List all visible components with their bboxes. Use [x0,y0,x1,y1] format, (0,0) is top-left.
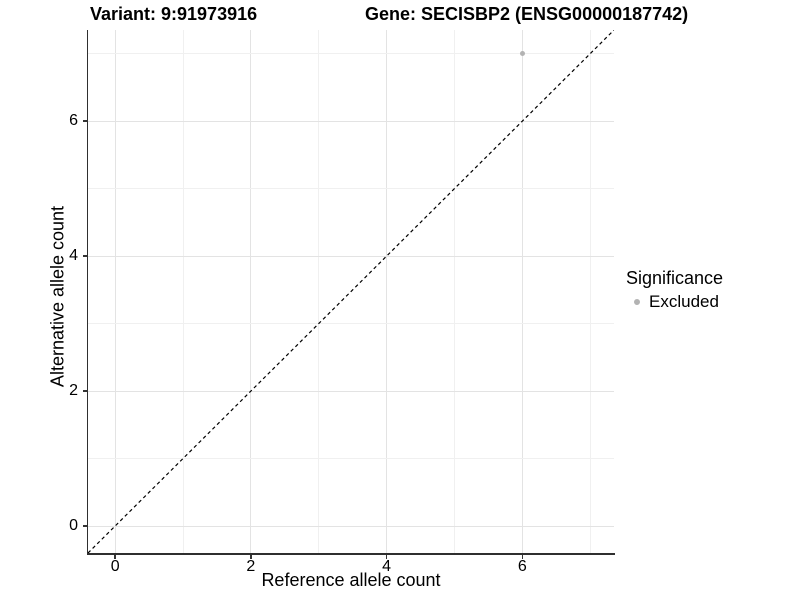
minor-gridline-x-5 [454,30,455,553]
minor-gridline-y-7 [88,53,614,55]
minor-gridline-x-7 [589,30,591,553]
major-gridline-y-2 [88,390,614,392]
x-axis-title: Reference allele count [261,570,441,590]
x-tick-label-6: 6 [517,558,527,575]
x-tick-label-4: 4 [382,558,392,575]
legend-title: Significance [626,268,724,288]
y-tick-label-4: 4 [69,247,78,265]
gene-title: Gene: SECISBP2 (ENSG00000187742) [365,4,689,24]
legend-entry-excluded: Excluded [626,292,798,311]
minor-gridline-y-3 [88,323,614,325]
y-axis-line [86,30,88,555]
major-gridline-x-2 [250,30,252,553]
major-gridline-x-0 [114,30,116,553]
legend: Significance Excluded [626,267,798,311]
chart-panel [88,30,614,553]
minor-gridline-y-1 [88,458,614,460]
x-tick-label-0: 0 [110,558,120,575]
major-gridline-y-6 [88,120,614,122]
y-tick-2 [83,390,88,392]
major-gridline-x-6 [521,30,523,553]
x-tick-2 [250,554,252,559]
y-tick-label-0: 0 [69,517,78,534]
y-axis-title: Alternative allele count [47,205,68,388]
y-tick-label-2: 2 [69,382,78,400]
x-tick-0 [114,554,116,559]
x-axis-line [86,553,615,555]
major-gridline-y-4 [88,255,614,257]
major-gridline-y-0 [88,525,614,527]
data-point-excluded-6-7 [519,51,525,57]
y-tick-label-6: 6 [69,112,78,130]
minor-gridline-x-3 [318,30,320,553]
x-tick-4 [385,554,388,559]
x-tick-6 [521,554,524,559]
x-tick-label-2: 2 [246,558,256,575]
minor-gridline-y-5 [88,188,614,190]
major-gridline-x-4 [386,30,388,553]
y-tick-4 [83,255,88,257]
minor-gridline-x-1 [182,30,184,553]
y-tick-6 [83,120,88,122]
variant-title: Variant: 9:91973916 [90,4,258,24]
y-tick-0 [83,525,88,527]
excluded-point-swatch-icon [634,298,640,305]
identity-dashed-line [88,30,614,553]
legend-entry-label: Excluded [649,292,719,311]
